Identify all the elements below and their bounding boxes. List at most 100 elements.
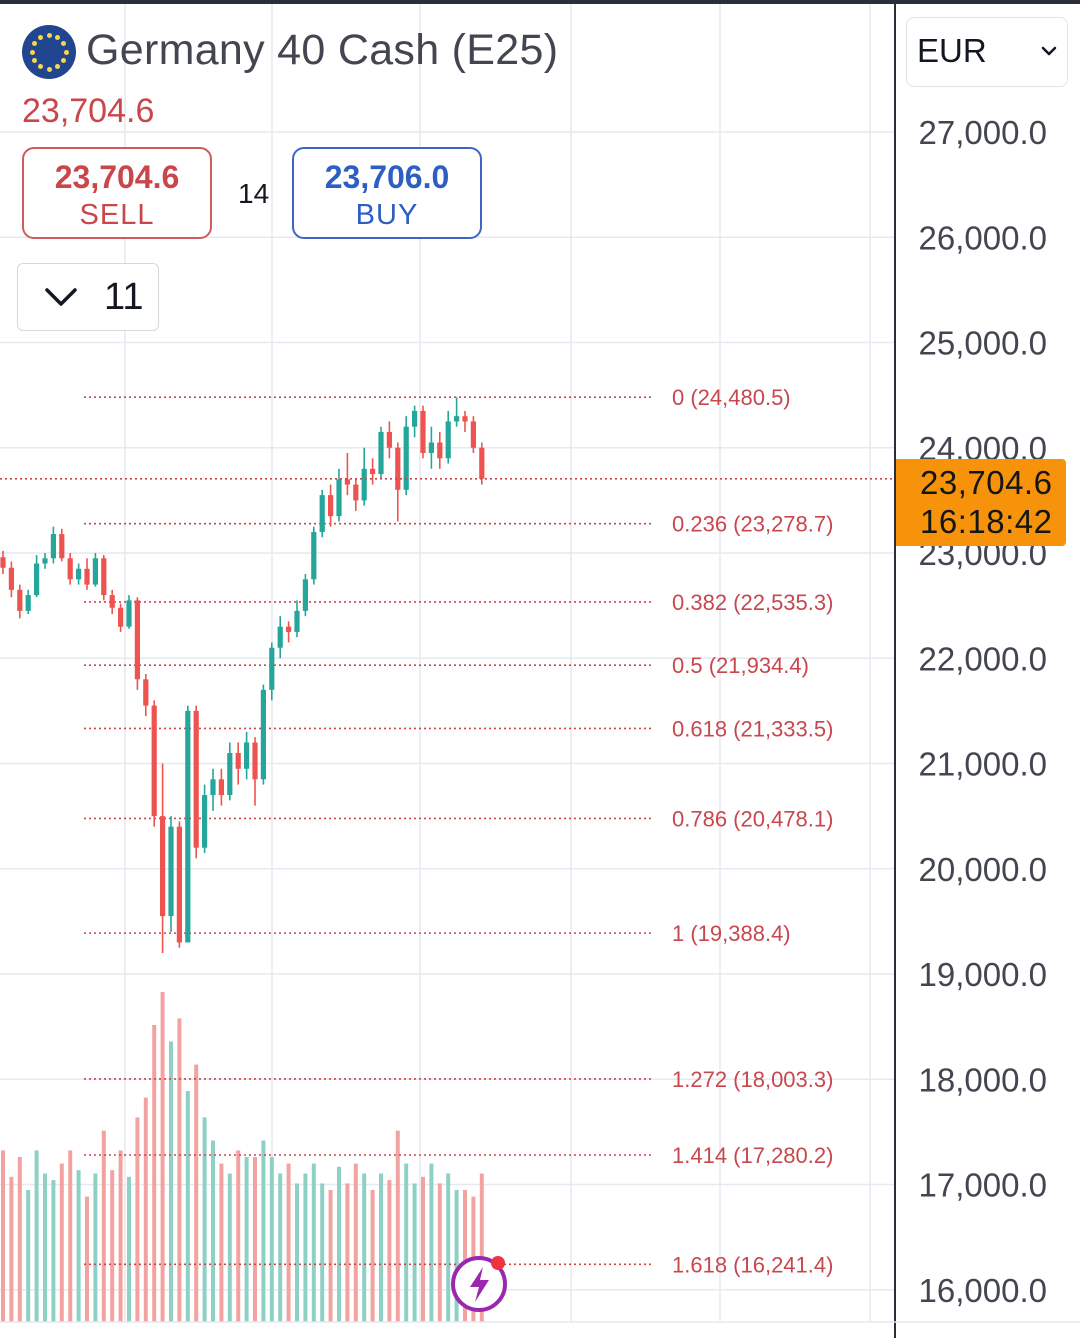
lightning-button[interactable]: [450, 1253, 510, 1313]
volume-bar: [269, 1157, 274, 1322]
volume-bar: [370, 1190, 375, 1322]
volume-bar: [135, 1117, 140, 1322]
sell-price: 23,704.6: [54, 159, 180, 195]
volume-bar: [219, 1163, 224, 1322]
fib-level-label: 1.414 (17,280.2): [672, 1143, 833, 1168]
candle-body: [42, 558, 48, 564]
candle-body: [336, 479, 342, 517]
volume-bar: [362, 1173, 367, 1322]
y-axis-tick-label: 21,000.0: [919, 746, 1047, 783]
fib-level-label: 0.5 (21,934.4): [672, 653, 809, 678]
volume-bar: [261, 1140, 266, 1322]
candle-body: [311, 531, 317, 580]
candle-body: [428, 442, 434, 454]
volume-bar: [101, 1130, 106, 1322]
candle-body: [59, 534, 65, 559]
volume-bar: [59, 1163, 64, 1322]
volume-bar: [387, 1180, 392, 1322]
candle-body: [344, 479, 350, 485]
candle-body: [218, 779, 224, 796]
candle-body: [286, 626, 292, 632]
volume-bar: [26, 1190, 31, 1322]
flag-star: [46, 66, 52, 72]
price-axis: [895, 0, 1080, 1338]
interval-value: 11: [104, 276, 144, 318]
candle-body: [386, 431, 392, 448]
candle-body: [412, 410, 418, 427]
volume-bar: [9, 1176, 14, 1322]
candle-body: [34, 563, 40, 596]
volume-bar: [328, 1190, 333, 1322]
y-axis-tick-label: 16,000.0: [919, 1272, 1047, 1309]
candle-body: [420, 410, 426, 454]
flag-star: [38, 34, 43, 40]
volume-bar: [143, 1097, 148, 1322]
buy-label: BUY: [355, 199, 419, 231]
y-axis-tick-label: 26,000.0: [919, 219, 1047, 256]
candle-body: [50, 534, 56, 559]
spread-value: 14: [238, 178, 270, 209]
y-axis-tick-label: 22,000.0: [919, 640, 1047, 677]
fib-level-label: 0 (24,480.5): [672, 385, 791, 410]
candle-body: [445, 421, 451, 459]
candle-body: [269, 647, 275, 690]
volume-bar: [152, 1025, 157, 1322]
volume-bar: [421, 1176, 425, 1322]
sell-button[interactable]: 23,704.6 SELL: [22, 147, 212, 239]
candle-body: [302, 579, 308, 611]
candle-body: [160, 816, 166, 917]
volume-bar: [127, 1176, 131, 1322]
volume-bar: [160, 992, 165, 1322]
candle-body: [134, 600, 140, 680]
fib-level-label: 0.786 (20,478.1): [672, 806, 833, 831]
interval-selector[interactable]: 11: [17, 263, 159, 331]
buy-button[interactable]: 23,706.0 BUY: [292, 147, 482, 239]
y-axis-tick-label: 19,000.0: [919, 956, 1047, 993]
fib-level-label: 0.382 (22,535.3): [672, 590, 833, 615]
volume-bar: [303, 1173, 308, 1322]
candle-body: [437, 442, 443, 459]
candle-body: [76, 568, 82, 580]
volume-bar: [295, 1183, 299, 1322]
candle-body: [378, 431, 384, 475]
volume-bar: [211, 1140, 215, 1322]
candle-body: [235, 752, 241, 769]
current-price-tag: 23,704.6 16:18:42: [896, 459, 1066, 546]
chevron-down-icon: [45, 288, 77, 306]
bar-countdown: 16:18:42: [920, 503, 1053, 540]
volume-bar: [479, 1173, 484, 1322]
candle-body: [109, 595, 115, 608]
candle-body: [67, 558, 73, 580]
volume-bar: [463, 1190, 467, 1322]
volume-bar: [236, 1150, 241, 1322]
volume-bar: [202, 1117, 207, 1322]
candle-body: [210, 779, 216, 796]
flag-star: [31, 41, 37, 46]
flag-star: [61, 58, 67, 63]
currency-selector[interactable]: EUR: [906, 17, 1068, 87]
flag-star: [38, 64, 43, 70]
volume-bar: [429, 1163, 434, 1322]
volume-bar: [227, 1173, 232, 1322]
candle-body: [126, 600, 132, 627]
candle-body: [92, 558, 98, 585]
candle-body: [395, 447, 401, 490]
candle-body: [252, 742, 258, 780]
candle-body: [370, 468, 376, 475]
fib-level-label: 1.618 (16,241.4): [672, 1252, 833, 1277]
y-axis-tick-label: 18,000.0: [919, 1061, 1047, 1098]
candle-body: [328, 495, 334, 517]
volume-bar: [76, 1170, 81, 1322]
candle-body: [176, 826, 182, 943]
flag-star: [63, 49, 69, 55]
candle-body: [17, 589, 23, 611]
volume-bar: [412, 1183, 417, 1322]
volume-bar: [51, 1180, 56, 1322]
volume-bar: [34, 1150, 39, 1322]
candle-body: [0, 557, 6, 568]
candle-body: [118, 607, 124, 627]
volume-bar: [1, 1150, 5, 1322]
candle-body: [227, 752, 233, 796]
candle-body: [319, 495, 325, 532]
volume-bar: [345, 1183, 350, 1322]
